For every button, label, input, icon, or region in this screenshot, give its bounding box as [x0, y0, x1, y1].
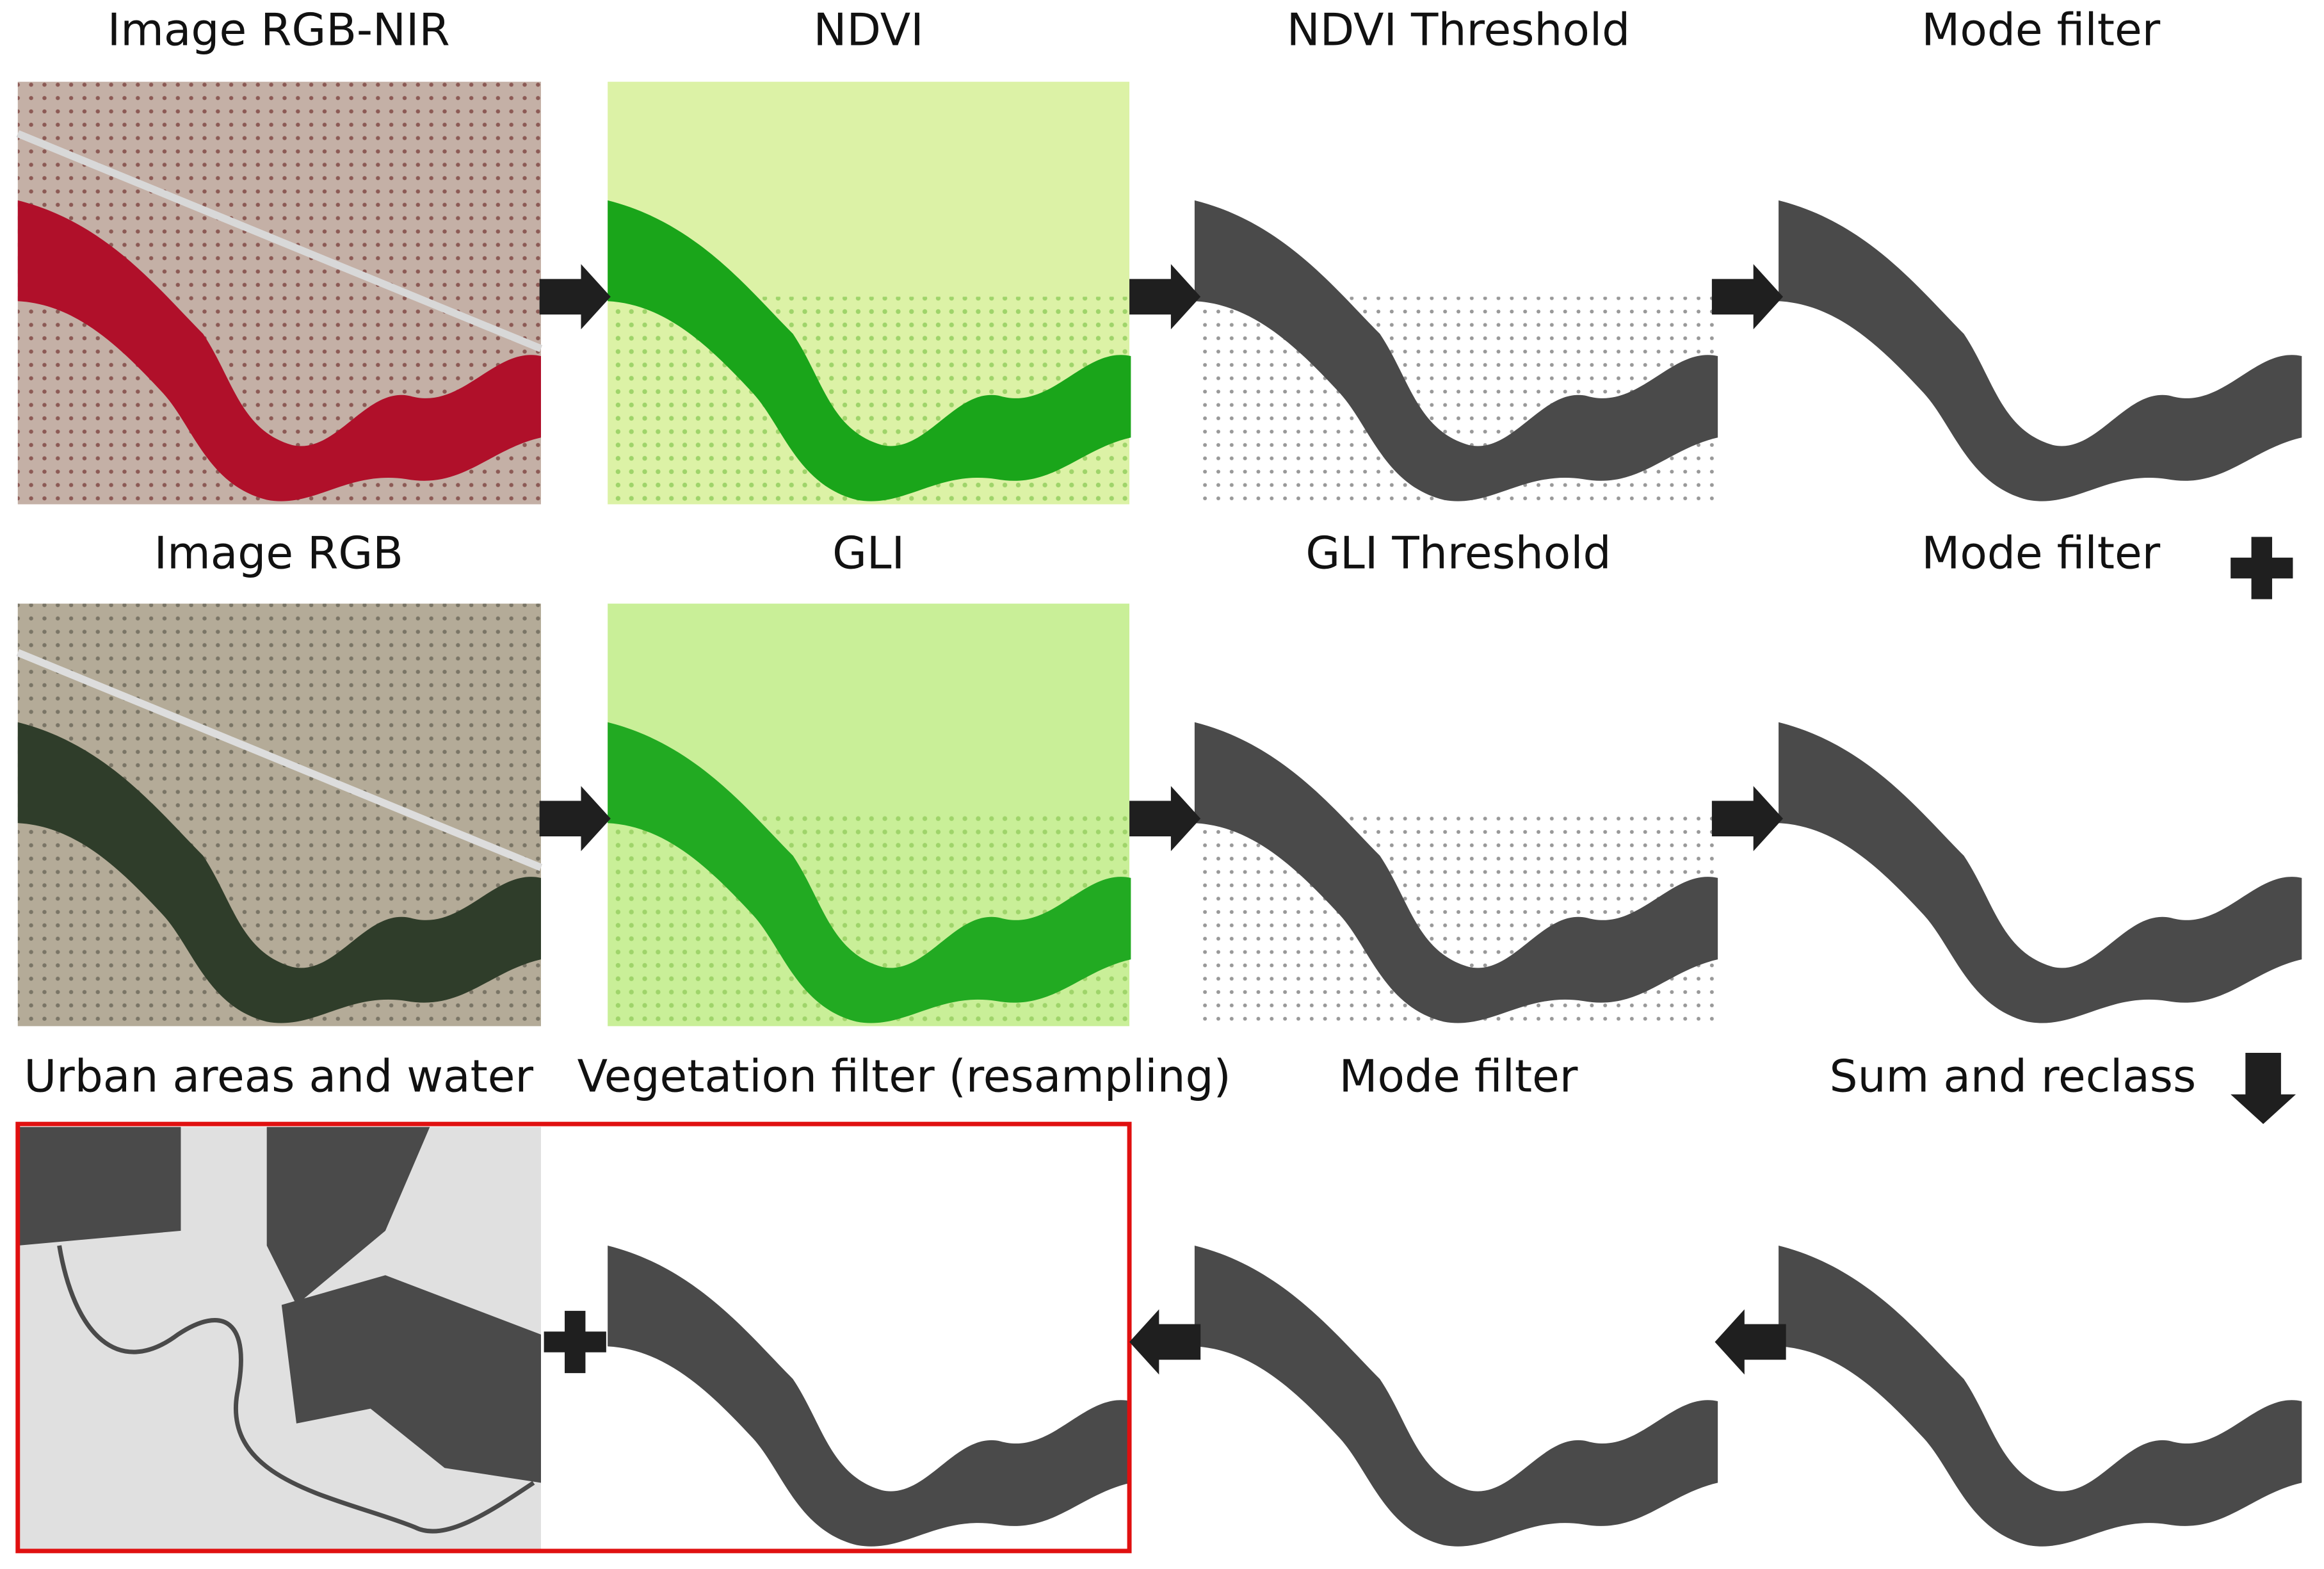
arrow-right: [1129, 786, 1201, 852]
panel-label: Sum and reclass: [1830, 1052, 2197, 1103]
panel-label: Image RGB-NIR: [108, 4, 450, 56]
panel-label: Mode filter: [1921, 4, 2160, 56]
connectors: [539, 264, 2296, 1375]
plus: [544, 1310, 606, 1374]
panel-label: Mode filter: [1339, 1052, 1578, 1103]
panel-rgb: [16, 603, 543, 1027]
panel-sum-reclass: [1779, 1126, 2305, 1550]
plus: [2231, 537, 2293, 599]
panel-mode-filter: [1194, 1126, 1718, 1550]
panel-label: Mode filter: [1921, 528, 2160, 580]
water: [57, 1245, 535, 1534]
panel-label: Urban areas and water: [24, 1052, 533, 1103]
panel-urban-water: [17, 1126, 541, 1550]
panel-label: NDVI Threshold: [1287, 4, 1630, 56]
road: [16, 130, 543, 352]
arrow-right: [1711, 264, 1784, 330]
panel-ndvi-threshold: [1194, 81, 1718, 505]
road: [16, 649, 543, 871]
panel-label: GLI Threshold: [1305, 528, 1611, 580]
arrow-right: [539, 264, 611, 330]
panel-ndvi: [608, 81, 1131, 505]
panel-label: Image RGB: [154, 528, 403, 580]
arrow-down: [2231, 1053, 2296, 1125]
arrow-left: [1129, 1309, 1201, 1375]
panel-mode-filter: [1779, 603, 2305, 1027]
panel-label: NDVI: [814, 4, 924, 56]
panel-gli: [608, 603, 1131, 1027]
panel-label: Vegetation filter (resampling): [577, 1052, 1231, 1103]
arrow-right: [1129, 264, 1201, 330]
arrow-right: [1711, 786, 1784, 852]
highlight-box: [15, 1121, 1132, 1554]
arrow-left: [1715, 1309, 1786, 1375]
panel-mode-filter: [1779, 81, 2305, 505]
panel-label: GLI: [832, 528, 905, 580]
panel-rgb-nir: [16, 81, 543, 505]
panel-gli-threshold: [1194, 603, 1718, 1027]
panel-vegetation-filter: [608, 1126, 1131, 1550]
urban: [17, 1126, 541, 1483]
arrow-right: [539, 786, 611, 852]
